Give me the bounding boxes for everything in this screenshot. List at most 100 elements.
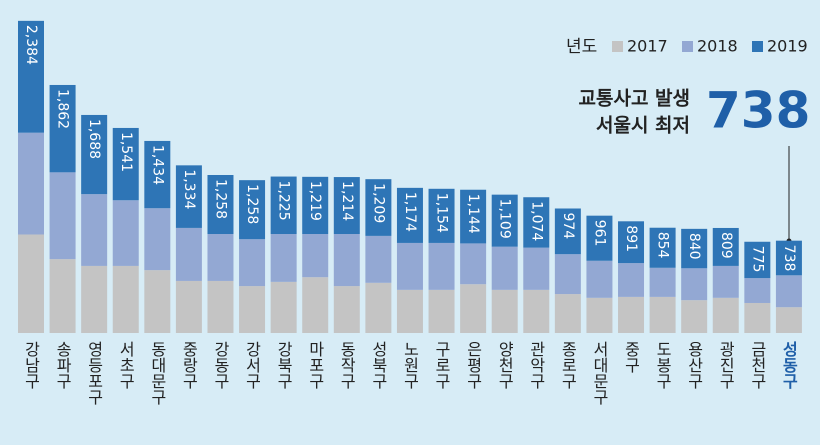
value-label: 1,434 bbox=[149, 145, 165, 185]
bar-segment bbox=[18, 234, 44, 333]
legend-title: 년도 bbox=[566, 37, 597, 57]
bar-segment bbox=[175, 280, 202, 333]
value-label: 1,174 bbox=[402, 192, 418, 232]
x-tick-label: 노원구 bbox=[400, 341, 419, 389]
x-tick-label: 광진구 bbox=[716, 341, 735, 389]
value-label: 961 bbox=[591, 220, 607, 247]
x-tick-label: 성동구 bbox=[779, 341, 798, 390]
bar-segment bbox=[586, 297, 613, 333]
bar-segment bbox=[207, 234, 234, 281]
bar-segment bbox=[333, 234, 360, 287]
legend-label: 2018 bbox=[697, 37, 738, 56]
bar-segment bbox=[112, 265, 139, 333]
value-label: 1,214 bbox=[339, 181, 355, 221]
bar-segment bbox=[365, 282, 392, 333]
bar-segment bbox=[649, 227, 676, 268]
x-tick-label: 강서구 bbox=[243, 341, 262, 389]
bar-segment bbox=[175, 165, 202, 228]
x-tick-label: 강남구 bbox=[22, 341, 41, 389]
bar-segment bbox=[270, 281, 297, 333]
bar-segment bbox=[744, 241, 771, 279]
bar-segment bbox=[207, 280, 234, 333]
x-tick-label: 서초구 bbox=[116, 341, 135, 389]
bar-segment bbox=[523, 247, 550, 290]
value-label: 974 bbox=[560, 212, 576, 239]
x-tick-label: 송파구 bbox=[53, 341, 72, 389]
x-tick-label: 관악구 bbox=[527, 341, 546, 389]
value-label: 809 bbox=[718, 232, 734, 259]
value-label: 1,154 bbox=[434, 193, 450, 233]
bar-segment bbox=[49, 172, 76, 260]
x-tick-label: 구로구 bbox=[432, 341, 451, 389]
legend-swatch bbox=[612, 41, 623, 52]
bar-segment bbox=[586, 260, 613, 298]
value-label: 1,258 bbox=[212, 179, 228, 219]
value-label: 854 bbox=[655, 232, 671, 259]
bar-segment bbox=[270, 234, 297, 282]
legend-label: 2019 bbox=[767, 37, 808, 56]
bar-segment bbox=[491, 289, 518, 333]
value-label: 1,144 bbox=[465, 194, 481, 234]
value-label: 1,219 bbox=[307, 181, 323, 221]
x-tick-label: 강북구 bbox=[274, 341, 293, 389]
bar-segment bbox=[207, 175, 234, 235]
bar-segment bbox=[270, 176, 297, 235]
bar-segment bbox=[681, 300, 708, 333]
bar-segment bbox=[460, 243, 487, 285]
bar-segment bbox=[618, 296, 645, 333]
x-tick-label: 동대문구 bbox=[148, 341, 167, 405]
bar-segment bbox=[491, 246, 518, 290]
bar-segment bbox=[491, 194, 518, 247]
x-tick-label: 강동구 bbox=[211, 341, 230, 389]
bar-segment bbox=[712, 265, 739, 298]
value-label: 738 bbox=[781, 245, 797, 272]
bar-segment bbox=[586, 215, 613, 261]
bar-segment bbox=[175, 227, 202, 281]
x-tick-label: 종로구 bbox=[558, 341, 577, 389]
bar-segment bbox=[775, 240, 802, 276]
bar-segment bbox=[618, 221, 645, 264]
value-label: 775 bbox=[749, 246, 765, 273]
bar-segment bbox=[365, 179, 392, 236]
bar-segment bbox=[333, 286, 360, 333]
bar-segment bbox=[396, 187, 423, 243]
bar-segment bbox=[428, 289, 455, 333]
bar-segment bbox=[81, 194, 108, 266]
bar-segment bbox=[302, 234, 329, 278]
bar-segment bbox=[49, 84, 76, 173]
x-tick-label: 영등포구 bbox=[85, 341, 104, 405]
value-label: 1,334 bbox=[181, 169, 197, 209]
value-label: 2,384 bbox=[23, 25, 39, 65]
bar-segment bbox=[649, 296, 676, 333]
legend-label: 2017 bbox=[627, 37, 668, 56]
x-tick-label: 도봉구 bbox=[653, 341, 672, 389]
x-tick-label: 중랑구 bbox=[179, 341, 198, 389]
x-tick-label: 동작구 bbox=[337, 341, 356, 389]
value-label: 1,541 bbox=[118, 132, 134, 172]
bar-segment bbox=[744, 278, 771, 303]
legend-swatch bbox=[752, 41, 763, 52]
x-tick-label: 서대문구 bbox=[590, 341, 609, 405]
bar-segment bbox=[554, 294, 581, 333]
bar-segment bbox=[428, 188, 455, 243]
value-label: 840 bbox=[686, 233, 702, 260]
value-label: 1,109 bbox=[497, 199, 513, 239]
bar-segment bbox=[81, 265, 108, 333]
annotation: 교통사고 발생 bbox=[579, 88, 691, 110]
bar-segment bbox=[681, 268, 708, 301]
legend-swatch bbox=[682, 41, 693, 52]
bar-segment bbox=[239, 286, 266, 333]
x-tick-label: 금천구 bbox=[748, 341, 767, 389]
bar-segment bbox=[428, 242, 455, 290]
value-label: 1,862 bbox=[55, 89, 71, 129]
bar-segment bbox=[460, 284, 487, 333]
bar-segment bbox=[302, 176, 329, 235]
bar-segment bbox=[18, 132, 44, 235]
bar-segment bbox=[775, 275, 802, 308]
bar-segment bbox=[239, 180, 266, 240]
bar-segment bbox=[112, 127, 139, 201]
value-label: 1,225 bbox=[276, 181, 292, 221]
bar-segment bbox=[365, 235, 392, 283]
annotation: 서울시 최저 bbox=[596, 115, 690, 137]
